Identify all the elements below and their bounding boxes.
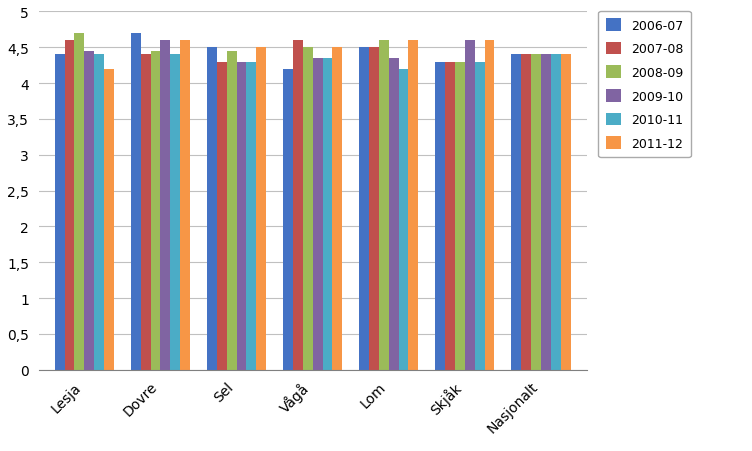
Bar [180,41,190,370]
Bar [484,41,495,370]
Bar [465,41,475,370]
Bar [379,41,389,370]
Bar [131,34,141,370]
Bar [283,69,293,370]
Bar [65,41,74,370]
Bar [150,52,160,370]
Bar [550,55,561,370]
Legend: 2006-07, 2007-08, 2008-09, 2009-10, 2010-11, 2011-12: 2006-07, 2007-08, 2008-09, 2009-10, 2010… [599,12,690,158]
Bar [55,55,65,370]
Bar [84,52,94,370]
Bar [293,41,303,370]
Bar [313,59,323,370]
Bar [74,34,84,370]
Bar [455,62,465,370]
Bar [389,59,399,370]
Bar [435,62,445,370]
Bar [359,48,369,370]
Bar [237,62,247,370]
Bar [207,48,217,370]
Bar [217,62,226,370]
Bar [247,62,256,370]
Bar [141,55,150,370]
Bar [511,55,521,370]
Bar [104,69,114,370]
Bar [399,69,408,370]
Bar [369,48,379,370]
Bar [332,48,342,370]
Bar [303,48,313,370]
Bar [170,55,180,370]
Bar [256,48,266,370]
Bar [561,55,571,370]
Bar [521,55,531,370]
Bar [408,41,418,370]
Bar [323,59,332,370]
Bar [475,62,484,370]
Bar [541,55,550,370]
Bar [160,41,170,370]
Bar [226,52,237,370]
Bar [94,55,104,370]
Bar [445,62,455,370]
Bar [531,55,541,370]
